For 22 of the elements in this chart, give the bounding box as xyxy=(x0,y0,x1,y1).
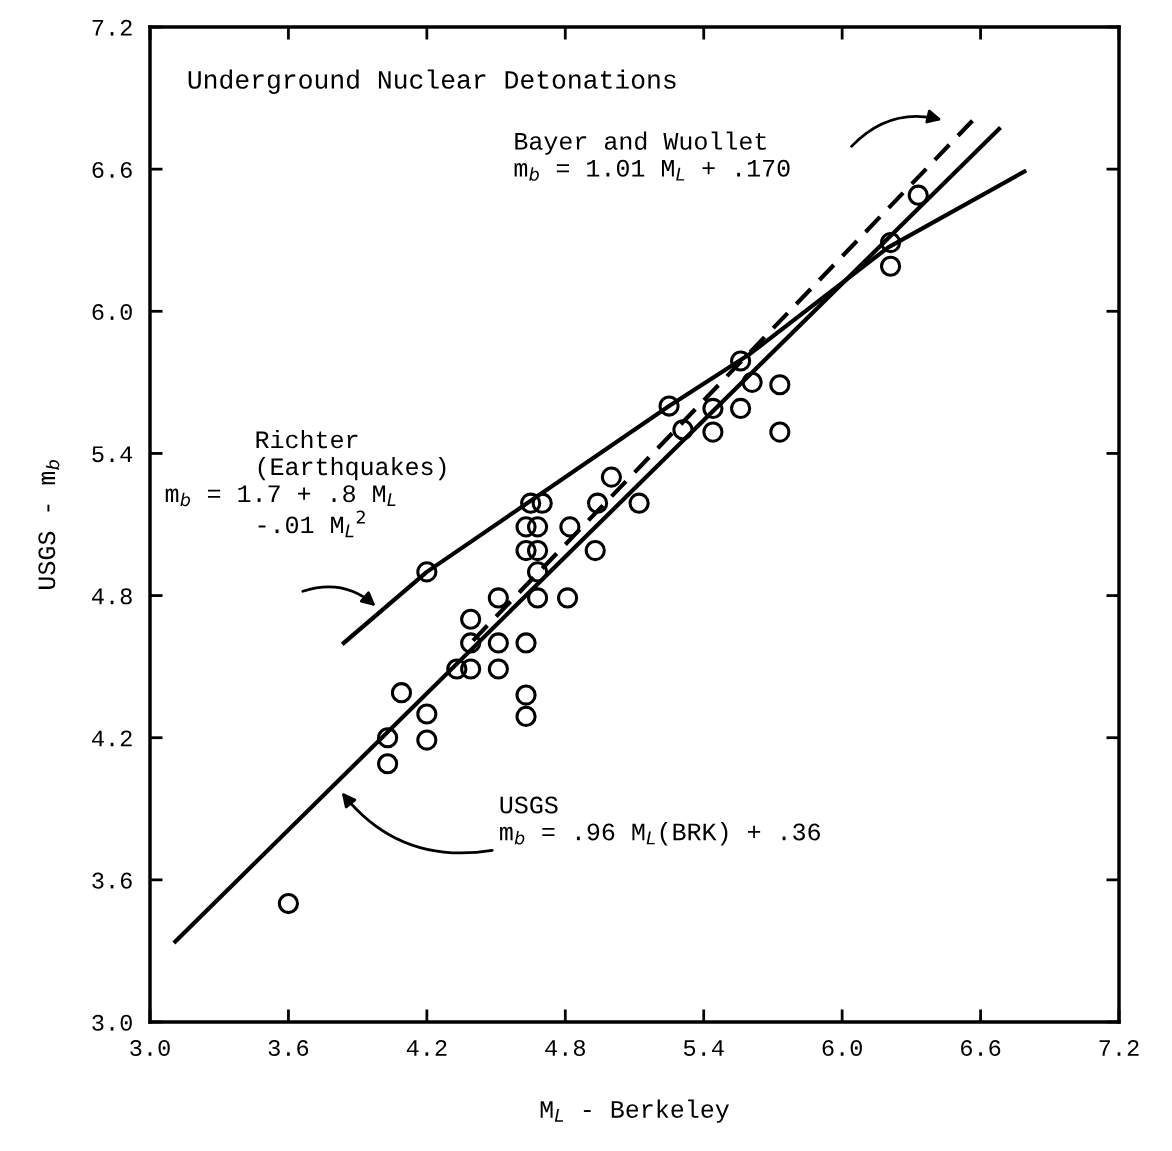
x-tick-label: 4.2 xyxy=(406,1039,447,1056)
y-tick-label: 3.6 xyxy=(92,872,132,889)
text: Underground Nuclear Detonations xyxy=(188,69,676,95)
y-tick-label: 4.2 xyxy=(92,730,132,747)
x-tick-label: 3.6 xyxy=(268,1039,309,1057)
y-tick-label: 5.4 xyxy=(92,446,133,463)
x-tick-label: 3.0 xyxy=(130,1039,170,1057)
y-axis-title: USGS - m$_{b}$ xyxy=(38,460,60,589)
y-tick-label: 3.0 xyxy=(92,1014,132,1031)
x-tick-label: 6.0 xyxy=(822,1039,862,1057)
x-axis-title: M$_{L}$ - Berkeley xyxy=(540,1099,729,1123)
annotation: USGS m$_{b}$ = .96 M$_{L}$(BRK) + .36 xyxy=(500,796,820,846)
text: Richter (Earthquakes) m$_{b}$ = 1.7 + .8 M$_{L}$ -.01 M$_{L}$$^{2}$ xyxy=(165,429,446,538)
y-tick-label: 4.8 xyxy=(92,588,132,605)
x-tick-label: 7.2 xyxy=(1099,1039,1139,1056)
x-tick-label: 4.8 xyxy=(545,1039,585,1057)
x-tick-label: 5.4 xyxy=(683,1040,724,1057)
y-tick-label: 6.6 xyxy=(92,161,132,178)
y-tick-label: 7.2 xyxy=(92,19,132,36)
annotation: Bayer and Wuollet m$_{b}$ = 1.01 M$_{L}$ + .170 xyxy=(514,131,790,181)
x-tick-label: 6.6 xyxy=(961,1039,1001,1057)
y-tick-label: 6.0 xyxy=(92,304,132,321)
